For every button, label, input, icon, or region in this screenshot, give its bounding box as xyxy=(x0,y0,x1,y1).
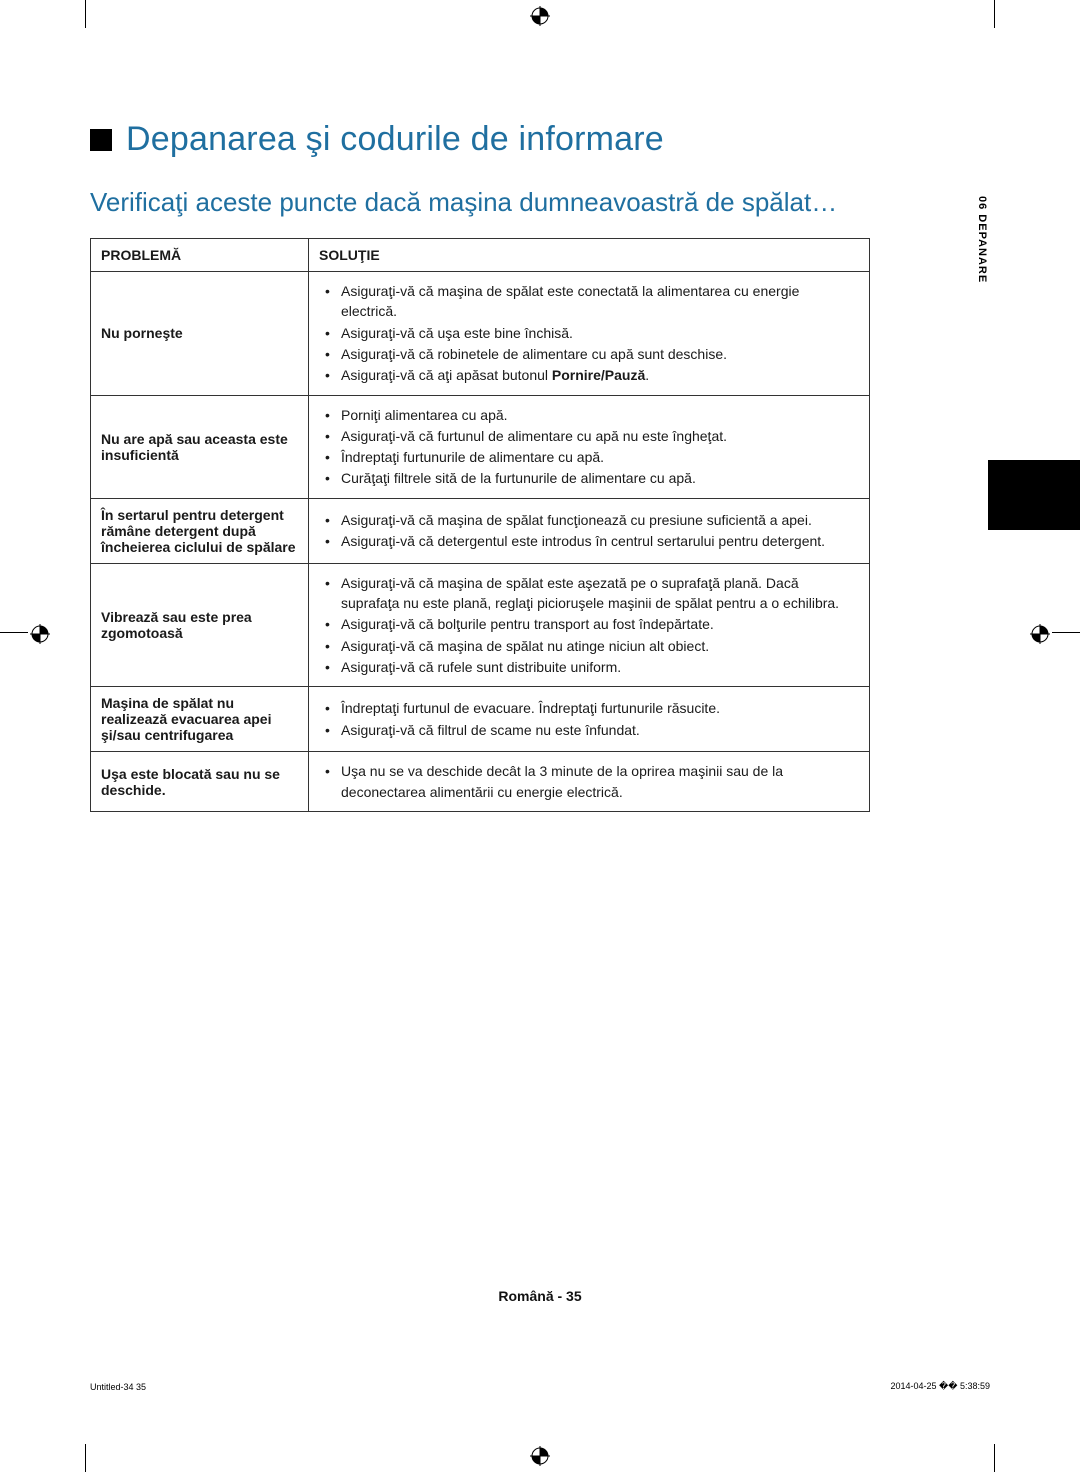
solution-cell: Îndreptaţi furtunul de evacuare. Îndrept… xyxy=(309,687,870,752)
crop-mark xyxy=(994,0,995,28)
table-row: Nu are apă sau aceasta este insuficientă… xyxy=(91,395,870,498)
solution-list: Porniţi alimentarea cu apă.Asiguraţi-vă … xyxy=(319,405,859,489)
solution-item: Asiguraţi-vă că robinetele de alimentare… xyxy=(319,344,859,364)
solution-list: Îndreptaţi furtunul de evacuare. Îndrept… xyxy=(319,698,859,740)
crop-mark xyxy=(0,632,28,633)
solution-list: Asiguraţi-vă că maşina de spălat este co… xyxy=(319,281,859,385)
page-title-row: Depanarea şi codurile de informare xyxy=(90,120,990,159)
table-row: Uşa este blocată sau nu se deschide.Uşa … xyxy=(91,752,870,812)
problem-cell: Uşa este blocată sau nu se deschide. xyxy=(91,752,309,812)
solution-item: Curăţaţi filtrele sită de la furtunurile… xyxy=(319,468,859,488)
thumb-index-block xyxy=(988,460,1080,530)
table-row: Maşina de spălat nu realizează evacuarea… xyxy=(91,687,870,752)
registration-mark-icon xyxy=(30,624,50,644)
solution-item: Asiguraţi-vă că bolţurile pentru transpo… xyxy=(319,614,859,634)
solution-item: Asiguraţi-vă că rufele sunt distribuite … xyxy=(319,657,859,677)
solution-list: Asiguraţi-vă că maşina de spălat funcţio… xyxy=(319,510,859,552)
solution-item: Îndreptaţi furtunul de evacuare. Îndrept… xyxy=(319,698,859,718)
solution-list: Asiguraţi-vă că maşina de spălat este aş… xyxy=(319,573,859,677)
solution-list: Uşa nu se va deschide decât la 3 minute … xyxy=(319,761,859,802)
registration-mark-icon xyxy=(530,1446,550,1466)
solution-item: Asiguraţi-vă că uşa este bine închisă. xyxy=(319,323,859,343)
solution-cell: Asiguraţi-vă că maşina de spălat este aş… xyxy=(309,563,870,686)
solution-item: Îndreptaţi furtunurile de alimentare cu … xyxy=(319,447,859,467)
solution-item: Asiguraţi-vă că aţi apăsat butonul Porni… xyxy=(319,365,859,385)
crop-mark xyxy=(85,1444,86,1472)
solution-item: Asiguraţi-vă că detergentul este introdu… xyxy=(319,531,859,551)
crop-mark xyxy=(1052,632,1080,633)
solution-item: Asiguraţi-vă că maşina de spălat nu atin… xyxy=(319,636,859,656)
page-footer: Română - 35 xyxy=(0,1288,1080,1304)
page-content: Depanarea şi codurile de informare Verif… xyxy=(90,120,990,1352)
page-subtitle: Verificaţi aceste puncte dacă maşina dum… xyxy=(90,185,990,220)
problem-cell: Vibrează sau este prea zgomotoasă xyxy=(91,563,309,686)
solution-item: Porniţi alimentarea cu apă. xyxy=(319,405,859,425)
table-row: Nu porneşteAsiguraţi-vă că maşina de spă… xyxy=(91,272,870,395)
solution-cell: Porniţi alimentarea cu apă.Asiguraţi-vă … xyxy=(309,395,870,498)
crop-mark xyxy=(85,0,86,28)
page-title: Depanarea şi codurile de informare xyxy=(126,120,664,159)
problem-cell: Nu are apă sau aceasta este insuficientă xyxy=(91,395,309,498)
table-row: În sertarul pentru detergent rămâne dete… xyxy=(91,498,870,563)
footer-meta-left: Untitled-34 35 xyxy=(90,1382,146,1392)
solution-item: Asiguraţi-vă că filtrul de scame nu este… xyxy=(319,720,859,740)
title-bullet-icon xyxy=(90,129,112,151)
solution-cell: Asiguraţi-vă că maşina de spălat funcţio… xyxy=(309,498,870,563)
solution-item: Uşa nu se va deschide decât la 3 minute … xyxy=(319,761,859,802)
problem-cell: Nu porneşte xyxy=(91,272,309,395)
solution-cell: Uşa nu se va deschide decât la 3 minute … xyxy=(309,752,870,812)
registration-mark-icon xyxy=(1030,624,1050,644)
solution-cell: Asiguraţi-vă că maşina de spălat este co… xyxy=(309,272,870,395)
footer-meta-right: 2014-04-25 �� 5:38:59 xyxy=(890,1381,990,1392)
table-header-solution: SOLUŢIE xyxy=(309,239,870,272)
registration-mark-icon xyxy=(530,6,550,26)
table-header-problem: PROBLEMĂ xyxy=(91,239,309,272)
solution-item: Asiguraţi-vă că maşina de spălat este aş… xyxy=(319,573,859,614)
solution-item: Asiguraţi-vă că maşina de spălat funcţio… xyxy=(319,510,859,530)
problem-cell: În sertarul pentru detergent rămâne dete… xyxy=(91,498,309,563)
troubleshooting-table: PROBLEMĂ SOLUŢIE Nu porneşteAsiguraţi-vă… xyxy=(90,238,870,812)
crop-mark xyxy=(994,1444,995,1472)
solution-item: Asiguraţi-vă că furtunul de alimentare c… xyxy=(319,426,859,446)
solution-item: Asiguraţi-vă că maşina de spălat este co… xyxy=(319,281,859,322)
table-row: Vibrează sau este prea zgomotoasăAsigura… xyxy=(91,563,870,686)
problem-cell: Maşina de spălat nu realizează evacuarea… xyxy=(91,687,309,752)
